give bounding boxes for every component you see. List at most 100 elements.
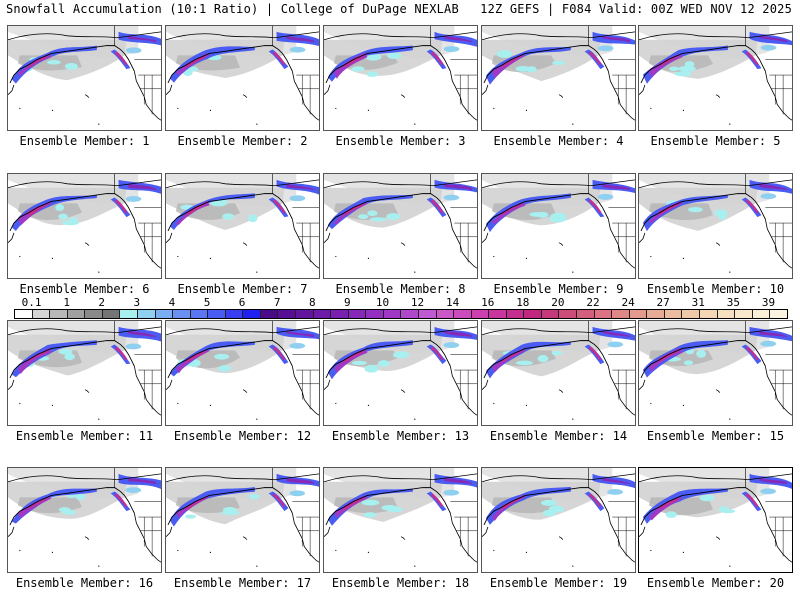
colorbar-tick-label: 18 [516,296,530,309]
colorbar-swatch [717,310,736,318]
colorbar-tick-label: 12 [410,296,425,309]
ensemble-member-label: Ensemble Member: 6 [19,282,150,296]
ensemble-member-label: Ensemble Member: 19 [489,576,628,590]
colorbar-swatch [594,310,613,318]
map-title: Snowfall Accumulation (10:1 Ratio) | Col… [6,2,459,16]
ensemble-member-label: Ensemble Member: 4 [493,134,624,148]
snowfall-colorbar [14,309,788,319]
ensemble-member-label: Ensemble Member: 7 [177,282,308,296]
ensemble-member-label: Ensemble Member: 1 [19,134,150,148]
ensemble-member-label: Ensemble Member: 13 [331,429,470,443]
snowfall-map [482,174,635,273]
colorbar-swatch [559,310,577,318]
snowfall-map [324,174,477,273]
ensemble-member-map-10[interactable] [638,173,793,279]
snowfall-map [324,26,477,125]
colorbar-tick-label: 0.1 [21,296,42,309]
colorbar-swatch [770,310,787,318]
colorbar-swatch [155,310,174,318]
colorbar-tick-label: 39 [761,296,776,309]
ensemble-member-map-7[interactable] [165,173,320,279]
ensemble-member-map-14[interactable] [481,320,636,426]
ensemble-member-map-13[interactable] [323,320,478,426]
snowfall-map [482,321,635,420]
colorbar-tick-label: 14 [446,296,460,309]
snowfall-map [8,321,161,420]
ensemble-member-label: Ensemble Member: 16 [15,576,154,590]
colorbar-tick-label: 4 [168,296,176,309]
colorbar-swatch [506,310,525,318]
colorbar-swatch [173,310,191,318]
snowfall-map [8,174,161,273]
colorbar-swatch [699,310,718,318]
snowfall-map [482,26,635,125]
ensemble-member-map-15[interactable] [638,320,793,426]
ensemble-member-map-3[interactable] [323,25,478,131]
colorbar-swatch [471,310,490,318]
colorbar-swatch [489,310,507,318]
colorbar-swatch [102,310,121,318]
colorbar-swatch [577,310,595,318]
colorbar-swatch [313,310,332,318]
colorbar-swatch [50,310,68,318]
colorbar-swatch [524,310,542,318]
snowfall-map [639,468,792,567]
colorbar-swatch [401,310,419,318]
colorbar-swatch [541,310,560,318]
colorbar-swatch [664,310,683,318]
colorbar-tick-label: 35 [726,296,740,309]
ensemble-member-label: Ensemble Member: 10 [646,282,785,296]
colorbar-tick-label: 5 [203,296,211,309]
colorbar-tick-label: 22 [586,296,600,309]
snowfall-map [639,26,792,125]
ensemble-member-map-18[interactable] [323,467,478,573]
ensemble-member-label: Ensemble Member: 12 [173,429,312,443]
colorbar-swatch [735,310,753,318]
ensemble-member-map-17[interactable] [165,467,320,573]
colorbar-swatch [348,310,367,318]
snowfall-map [8,468,161,567]
colorbar-swatch [454,310,472,318]
ensemble-member-label: Ensemble Member: 9 [493,282,624,296]
ensemble-member-map-4[interactable] [481,25,636,131]
ensemble-member-label: Ensemble Member: 2 [177,134,308,148]
ensemble-member-map-20[interactable] [638,467,793,573]
colorbar-tick-label: 7 [273,296,281,309]
colorbar-tick-label: 1 [63,296,70,309]
colorbar-swatch [208,310,226,318]
ensemble-member-map-16[interactable] [7,467,162,573]
colorbar-swatch [418,310,437,318]
colorbar-swatch [383,310,402,318]
colorbar-swatch [296,310,314,318]
snowfall-map [166,174,319,273]
colorbar-tick-label: 9 [344,296,351,309]
colorbar-swatch [682,310,700,318]
ensemble-member-label: Ensemble Member: 20 [646,576,785,590]
colorbar-tick-label: 10 [375,296,390,309]
ensemble-member-label: Ensemble Member: 14 [489,429,628,443]
colorbar-tick-label: 6 [238,296,246,309]
colorbar-tick-label: 27 [656,296,670,309]
ensemble-member-map-5[interactable] [638,25,793,131]
ensemble-member-label: Ensemble Member: 17 [173,576,312,590]
ensemble-member-label: Ensemble Member: 11 [15,429,154,443]
ensemble-member-map-1[interactable] [7,25,162,131]
ensemble-member-map-19[interactable] [481,467,636,573]
model-run-valid-time: 12Z GEFS | F084 Valid: 00Z WED NOV 12 20… [480,2,792,16]
ensemble-member-map-9[interactable] [481,173,636,279]
colorbar-swatch [15,310,33,318]
ensemble-member-map-6[interactable] [7,173,162,279]
ensemble-member-map-12[interactable] [165,320,320,426]
ensemble-member-map-2[interactable] [165,25,320,131]
colorbar-tick-label: 3 [133,296,141,309]
snowfall-map [166,26,319,125]
ensemble-member-map-8[interactable] [323,173,478,279]
colorbar-swatch [752,310,771,318]
snowfall-map [8,26,161,125]
snowfall-map [166,468,319,567]
colorbar-swatch [85,310,103,318]
colorbar-swatch [278,310,296,318]
colorbar-swatch [612,310,630,318]
ensemble-member-map-11[interactable] [7,320,162,426]
colorbar-swatch [32,310,51,318]
